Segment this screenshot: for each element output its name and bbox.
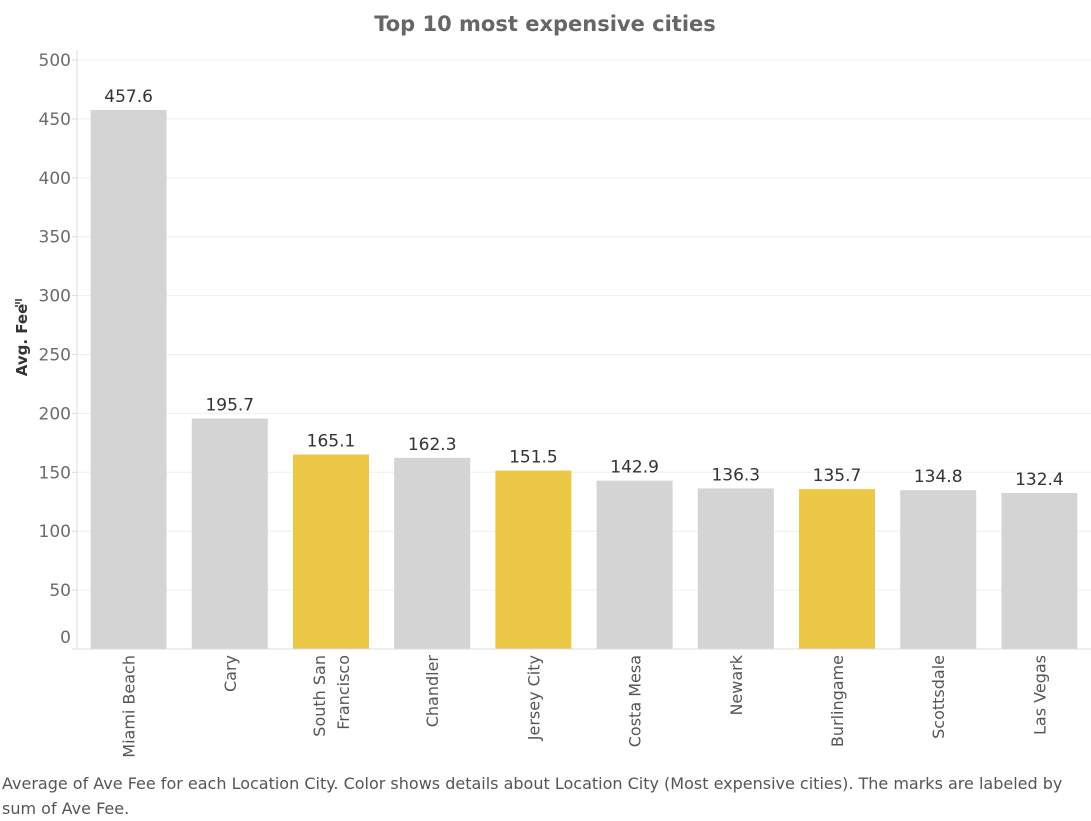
chart-title: Top 10 most expensive cities	[374, 12, 716, 36]
data-label: 162.3	[408, 435, 457, 455]
x-tick-label-line: Francisco	[334, 655, 353, 730]
bars	[90, 109, 1078, 649]
data-label: 195.7	[205, 395, 254, 415]
x-tick-label-line: South San	[310, 655, 329, 737]
x-tick-label-line: Cary	[221, 655, 240, 692]
x-tick-label: Cary	[221, 655, 240, 692]
y-tick-label: 250	[39, 346, 71, 366]
bar[interactable]	[293, 454, 369, 649]
bar[interactable]	[191, 418, 268, 649]
x-tick-label: Las Vegas	[1030, 655, 1049, 735]
x-tick-label-line: Burlingame	[828, 655, 847, 747]
y-tick-label: 200	[39, 404, 71, 424]
data-label: 165.1	[307, 432, 356, 452]
bar[interactable]	[90, 109, 167, 649]
bar[interactable]	[799, 489, 875, 649]
data-label: 135.7	[813, 466, 862, 486]
data-label: 134.8	[914, 467, 963, 487]
bar[interactable]	[596, 480, 673, 649]
x-tick-label: Burlingame	[828, 655, 847, 747]
data-label: 142.9	[610, 458, 659, 478]
bar[interactable]	[1001, 493, 1078, 649]
data-labels: 457.6 195.7 165.1 162.3 151.5 142.9 136.3 135.7…	[104, 87, 1063, 490]
bar[interactable]	[900, 490, 977, 649]
bar[interactable]	[495, 470, 572, 649]
y-tick-label: 400	[39, 169, 71, 189]
x-tick-label: Jersey City	[524, 655, 543, 741]
bar[interactable]	[394, 457, 471, 649]
x-tick-label-line: Costa Mesa	[626, 655, 645, 747]
sort-icon	[15, 299, 22, 307]
y-axis-label: Avg. Fee	[13, 304, 31, 377]
data-label: 132.4	[1015, 470, 1064, 490]
x-axis: Miami Beach Cary South San Francisco Chandle…	[77, 648, 1091, 758]
y-axis: 0 50 100 150 200 250 300 350 400 450 500	[39, 50, 78, 650]
y-tick-label: 100	[39, 522, 71, 542]
data-label: 136.3	[711, 465, 760, 485]
y-tick-label: 150	[39, 463, 71, 483]
y-tick-label: 50	[49, 581, 71, 601]
x-tick-label-line: Las Vegas	[1030, 655, 1049, 735]
x-tick-label-line: Jersey City	[524, 655, 543, 741]
x-tick-label-line: Chandler	[423, 655, 442, 728]
x-tick-label: Scottsdale	[929, 655, 948, 739]
x-tick-label: South San Francisco	[310, 655, 353, 737]
x-tick-label: Miami Beach	[120, 655, 139, 758]
x-tick-label: Chandler	[423, 655, 442, 728]
x-tick-label-line: Newark	[727, 654, 746, 715]
data-label: 151.5	[509, 448, 558, 468]
y-tick-label: 0	[60, 628, 71, 648]
bar-chart: Top 10 most expensive cities 0 50 100 150 20…	[13, 12, 1091, 758]
chart-caption: Average of Ave Fee for each Location Cit…	[2, 774, 1063, 818]
x-tick-label-line: Miami Beach	[120, 655, 139, 758]
y-tick-label: 300	[39, 287, 71, 307]
y-tick-label: 500	[39, 51, 71, 71]
bar[interactable]	[697, 488, 774, 649]
data-label: 457.6	[104, 87, 153, 107]
x-tick-label: Costa Mesa	[626, 655, 645, 747]
x-tick-label-line: Scottsdale	[929, 655, 948, 739]
x-tick-label: Newark	[727, 654, 746, 715]
y-tick-label: 450	[39, 110, 71, 130]
y-tick-label: 350	[39, 228, 71, 248]
